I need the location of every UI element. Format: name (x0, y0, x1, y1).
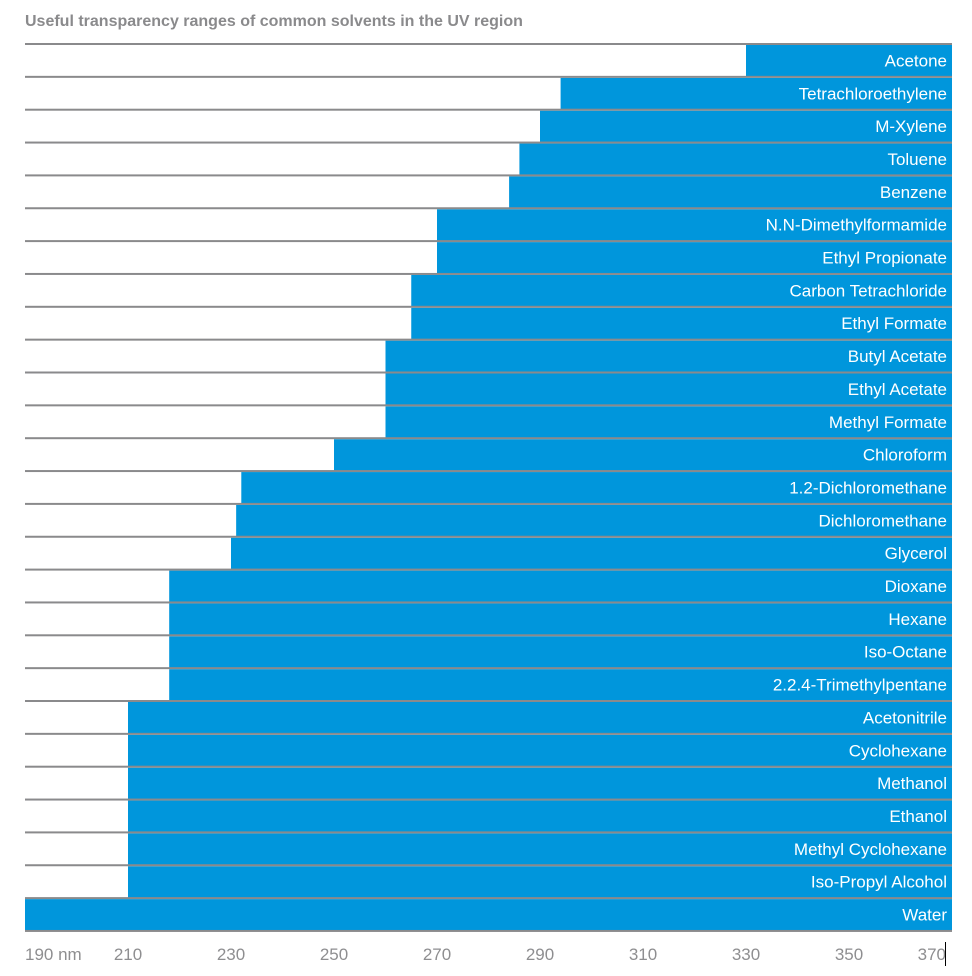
bar-m-xylene (540, 110, 952, 143)
row-divider (25, 272, 952, 275)
bar-label: Ethyl Formate (841, 314, 947, 333)
bar-label: Tetrachloroethylene (799, 84, 947, 103)
row-divider (25, 831, 952, 834)
x-tick-label: 270 (423, 945, 451, 964)
bar-toluene (519, 143, 952, 176)
row-divider (25, 108, 952, 111)
row-divider (25, 929, 952, 932)
bar-ethyl-acetate (385, 373, 952, 406)
row-divider (25, 404, 952, 407)
bar-carbon-tetrachloride (411, 274, 952, 307)
bar-hexane (169, 603, 952, 636)
row-divider (25, 535, 952, 538)
row-divider (25, 240, 952, 243)
bar-label: Toluene (887, 150, 947, 169)
dividers-group (25, 43, 952, 932)
bar-label: N.N-Dimethylformamide (766, 216, 947, 235)
row-divider (25, 43, 952, 45)
bar-label: Chloroform (863, 446, 947, 465)
bar-n-n-dimethylformamide (437, 209, 952, 242)
bar-label: Ethyl Acetate (848, 380, 947, 399)
bar-ethanol (128, 800, 952, 833)
bar-label: Methyl Formate (829, 413, 947, 432)
x-tick-label: 290 (526, 945, 554, 964)
bar-acetone (746, 45, 952, 77)
row-divider (25, 568, 952, 571)
bar-methyl-formate (385, 406, 952, 439)
x-tick-label: 310 (629, 945, 657, 964)
row-divider (25, 897, 952, 900)
row-divider (25, 174, 952, 177)
bar-iso-octane (169, 636, 952, 669)
x-tick-label: 190 nm (25, 945, 82, 964)
bar-label: Acetonitrile (863, 708, 947, 727)
row-divider (25, 864, 952, 867)
x-tick-label: 370 (918, 945, 946, 964)
bar-label: 1.2-Dichloromethane (789, 478, 947, 497)
row-divider (25, 732, 952, 735)
row-divider (25, 207, 952, 210)
bar-label: Carbon Tetrachloride (790, 281, 948, 300)
bar-label: 2.2.4-Trimethylpentane (773, 676, 947, 695)
bar-label: Glycerol (885, 544, 947, 563)
row-divider (25, 305, 952, 308)
row-divider (25, 141, 952, 144)
bar-label: Ethyl Propionate (822, 249, 947, 268)
row-divider (25, 371, 952, 374)
bar-label: Dichloromethane (818, 511, 947, 530)
bar-butyl-acetate (385, 340, 952, 373)
row-divider (25, 470, 952, 473)
bars-group (25, 45, 953, 931)
bar-glycerol (231, 537, 952, 570)
bar-cyclohexane (128, 734, 952, 767)
bar-tetrachloroethylene (560, 77, 952, 110)
row-divider (25, 601, 952, 604)
bar-iso-propyl-alcohol (128, 866, 952, 899)
bar-label: Methyl Cyclohexane (794, 840, 947, 859)
bar-water (25, 899, 952, 931)
bar-dichloromethane (236, 504, 952, 537)
text-cursor (945, 942, 946, 966)
row-divider (25, 437, 952, 440)
x-tick-label: 210 (114, 945, 142, 964)
bar-dioxane (169, 570, 952, 603)
bar-label: Water (902, 906, 947, 925)
bar-label: M-Xylene (875, 117, 947, 136)
bar-label: Benzene (880, 183, 947, 202)
row-divider (25, 634, 952, 637)
row-divider (25, 338, 952, 341)
x-axis-ticks-group: 190 nm 210 230 250 270 290 310 330 350 370 (25, 945, 946, 964)
bar-ethyl-formate (411, 307, 952, 340)
x-tick-label: 230 (217, 945, 245, 964)
x-tick-label: 350 (835, 945, 863, 964)
bar-acetonitrile (128, 702, 952, 734)
row-divider (25, 765, 952, 768)
row-divider (25, 798, 952, 801)
bar-label: Ethanol (889, 807, 947, 826)
bar-label: Acetone (885, 51, 947, 70)
row-labels-group: Acetone Tetrachloroethylene M-Xylene Toluen… (766, 51, 948, 924)
row-divider (25, 700, 952, 702)
bar-label: Dioxane (885, 577, 947, 596)
bar-benzene (509, 176, 952, 209)
row-divider (25, 667, 952, 670)
bar-methyl-cyclohexane (128, 833, 952, 866)
row-divider (25, 75, 952, 78)
row-divider (25, 502, 952, 505)
bar-label: Hexane (888, 610, 947, 629)
bar-label: Methanol (877, 774, 947, 793)
x-tick-label: 250 (320, 945, 348, 964)
bar-label: Iso-Propyl Alcohol (811, 873, 947, 892)
bar-1-2-dichloromethane (241, 472, 953, 504)
bar-methanol (128, 767, 952, 800)
bar-label: Cyclohexane (849, 741, 947, 760)
bar-label: Iso-Octane (864, 643, 947, 662)
bar-2-2-4-trimethylpentane (169, 669, 952, 701)
bar-chloroform (334, 439, 952, 472)
chart-title: Useful transparency ranges of common sol… (25, 13, 523, 30)
bar-ethyl-propionate (437, 242, 952, 274)
bar-label: Butyl Acetate (848, 347, 947, 366)
x-tick-label: 330 (732, 945, 760, 964)
